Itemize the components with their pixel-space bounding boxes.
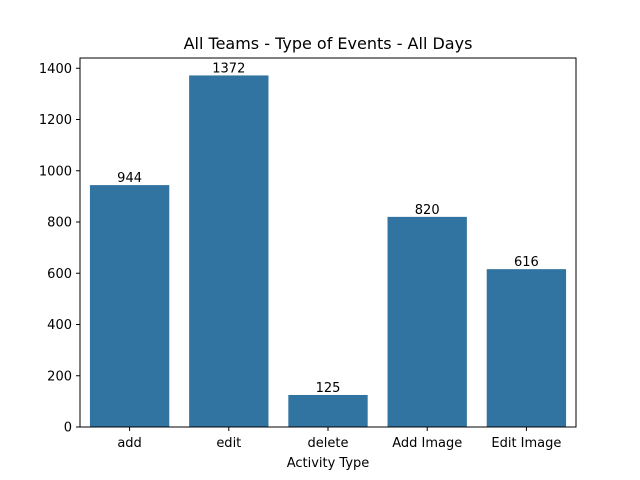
chart-title: All Teams - Type of Events - All Days — [184, 34, 473, 53]
data-label-4: 616 — [514, 255, 539, 270]
x-axis-label: Activity Type — [287, 456, 370, 471]
x-tick-label-1: edit — [216, 436, 241, 451]
y-tick-label-4: 800 — [47, 216, 72, 231]
plot-frame — [79, 57, 577, 428]
bar-1 — [189, 75, 269, 428]
x-tick-label-2: delete — [308, 436, 349, 451]
data-label-2: 125 — [316, 381, 341, 396]
bar-0 — [89, 185, 170, 427]
bars-group — [89, 75, 567, 428]
x-tick-label-3: Add Image — [392, 436, 462, 451]
data-label-3: 820 — [415, 203, 440, 218]
x-tick-label-0: add — [117, 436, 141, 451]
y-tick-label-1: 200 — [47, 369, 72, 384]
y-tick-label-0: 0 — [64, 421, 72, 436]
y-tick-label-5: 1000 — [39, 164, 72, 179]
y-axis: 0 200 400 600 800 1000 1200 1400 — [39, 62, 80, 436]
y-tick-label-7: 1400 — [39, 62, 72, 77]
bar-2 — [288, 394, 368, 427]
data-labels-group: 944 1372 125 820 616 — [117, 61, 539, 396]
data-label-1: 1372 — [212, 61, 245, 76]
data-label-0: 944 — [117, 171, 142, 186]
bar-3 — [387, 216, 467, 427]
y-tick-label-3: 600 — [47, 267, 72, 282]
y-tick-label-2: 400 — [47, 318, 72, 333]
x-axis: add edit delete Add Image Edit Image — [117, 427, 561, 451]
x-tick-label-4: Edit Image — [491, 436, 561, 451]
bar-4 — [486, 269, 567, 427]
y-tick-label-6: 1200 — [39, 113, 72, 128]
